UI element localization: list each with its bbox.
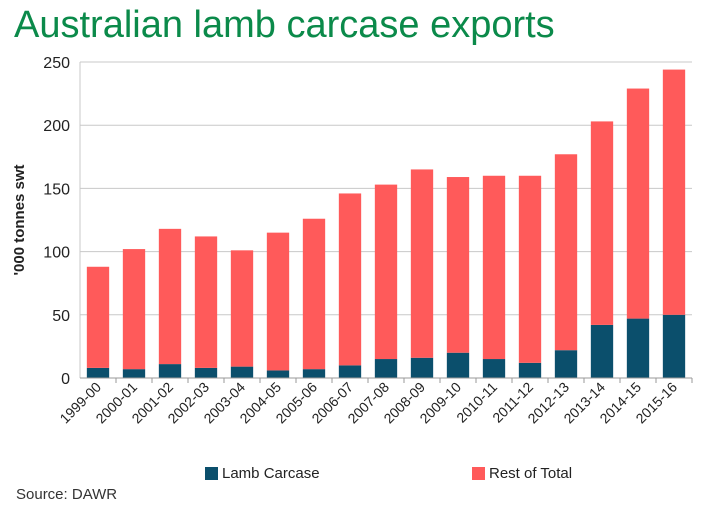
legend: Lamb Carcase Rest of Total: [0, 463, 705, 483]
bar-lamb-carcase: [446, 352, 470, 378]
bar-rest-of-total: [626, 88, 650, 319]
legend-swatch-rest-of-total: [472, 466, 485, 480]
bar-lamb-carcase: [590, 324, 614, 378]
bar-rest-of-total: [482, 175, 506, 360]
bar-rest-of-total: [410, 169, 434, 358]
bar-rest-of-total: [86, 266, 110, 368]
bar-rest-of-total: [302, 218, 326, 370]
bars: [86, 69, 686, 378]
bar-lamb-carcase: [230, 366, 254, 378]
bar-lamb-carcase: [374, 359, 398, 378]
source-note: Source: DAWR: [16, 486, 118, 503]
legend-item-lamb-carcase: Lamb Carcase: [205, 463, 320, 483]
bar-lamb-carcase: [518, 362, 542, 378]
y-tick-label: 150: [43, 181, 70, 198]
bar-rest-of-total: [194, 236, 218, 368]
bar-lamb-carcase: [266, 370, 290, 378]
y-tick-label: 200: [43, 118, 70, 135]
bar-rest-of-total: [374, 184, 398, 360]
bar-lamb-carcase: [338, 365, 362, 378]
y-tick-label: 0: [61, 371, 70, 388]
y-tick-label: 100: [43, 245, 70, 262]
bar-rest-of-total: [554, 154, 578, 351]
bar-rest-of-total: [158, 228, 182, 365]
bar-lamb-carcase: [302, 369, 326, 378]
legend-label-rest-of-total: Rest of Total: [489, 464, 573, 482]
bar-lamb-carcase: [482, 359, 506, 378]
y-axis-label: '000 tonnes swt: [11, 164, 28, 275]
bar-lamb-carcase: [410, 357, 434, 378]
legend-item-rest-of-total: Rest of Total: [472, 463, 572, 483]
y-tick-label: 50: [52, 308, 70, 325]
bar-lamb-carcase: [662, 314, 686, 378]
bar-lamb-carcase: [554, 350, 578, 378]
legend-swatch-lamb-carcase: [205, 466, 218, 480]
x-axis-ticks: 1999-002000-012001-022002-032003-042004-…: [56, 378, 693, 426]
legend-label-lamb-carcase: Lamb Carcase: [222, 464, 320, 482]
bar-rest-of-total: [266, 232, 290, 371]
bar-lamb-carcase: [122, 369, 146, 378]
y-tick-label: 250: [43, 55, 70, 72]
bar-lamb-carcase: [158, 364, 182, 378]
bar-rest-of-total: [338, 193, 362, 366]
bar-rest-of-total: [230, 250, 254, 367]
chart-title: Australian lamb carcase exports: [14, 4, 555, 46]
bar-rest-of-total: [590, 121, 614, 325]
bar-rest-of-total: [122, 249, 146, 370]
bar-lamb-carcase: [194, 367, 218, 378]
bar-rest-of-total: [446, 177, 470, 353]
bar-lamb-carcase: [626, 318, 650, 378]
bar-rest-of-total: [662, 69, 686, 315]
bar-rest-of-total: [518, 175, 542, 363]
bar-lamb-carcase: [86, 367, 110, 378]
y-axis-ticks: 0 50 100 150 200 250: [43, 55, 70, 388]
